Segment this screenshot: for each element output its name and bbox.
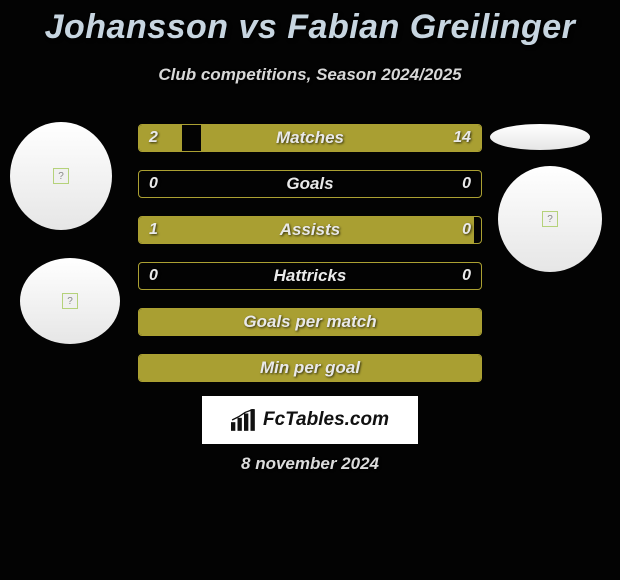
stats-bars: 214Matches 00Goals 10Assists 00Hattricks Goa… [138, 124, 482, 400]
chart-icon [231, 409, 257, 431]
date-label: 8 november 2024 [0, 454, 620, 474]
branding-text: FcTables.com [263, 409, 389, 431]
placeholder-icon: ? [542, 211, 558, 227]
stat-row-hattricks: 00Hattricks [138, 262, 482, 290]
player-circle-3: ? [498, 166, 602, 272]
placeholder-icon: ? [62, 293, 78, 309]
page-title: Johansson vs Fabian Greilinger [0, 0, 620, 47]
stat-label: Min per goal [139, 358, 481, 378]
placeholder-icon: ? [53, 168, 69, 184]
stat-row-goals-per-match: Goals per match [138, 308, 482, 336]
stat-row-matches: 214Matches [138, 124, 482, 152]
stat-row-assists: 10Assists [138, 216, 482, 244]
stat-label: Goals per match [139, 312, 481, 332]
stat-label: Matches [139, 128, 481, 148]
player-circle-1: ? [20, 258, 120, 344]
player-circle-2 [490, 124, 590, 150]
stat-label: Goals [139, 174, 481, 194]
branding-badge: FcTables.com [202, 396, 418, 444]
stat-label: Assists [139, 220, 481, 240]
subtitle: Club competitions, Season 2024/2025 [0, 65, 620, 85]
player-circle-0: ? [10, 122, 112, 230]
stat-label: Hattricks [139, 266, 481, 286]
stat-row-min-per-goal: Min per goal [138, 354, 482, 382]
stat-row-goals: 00Goals [138, 170, 482, 198]
